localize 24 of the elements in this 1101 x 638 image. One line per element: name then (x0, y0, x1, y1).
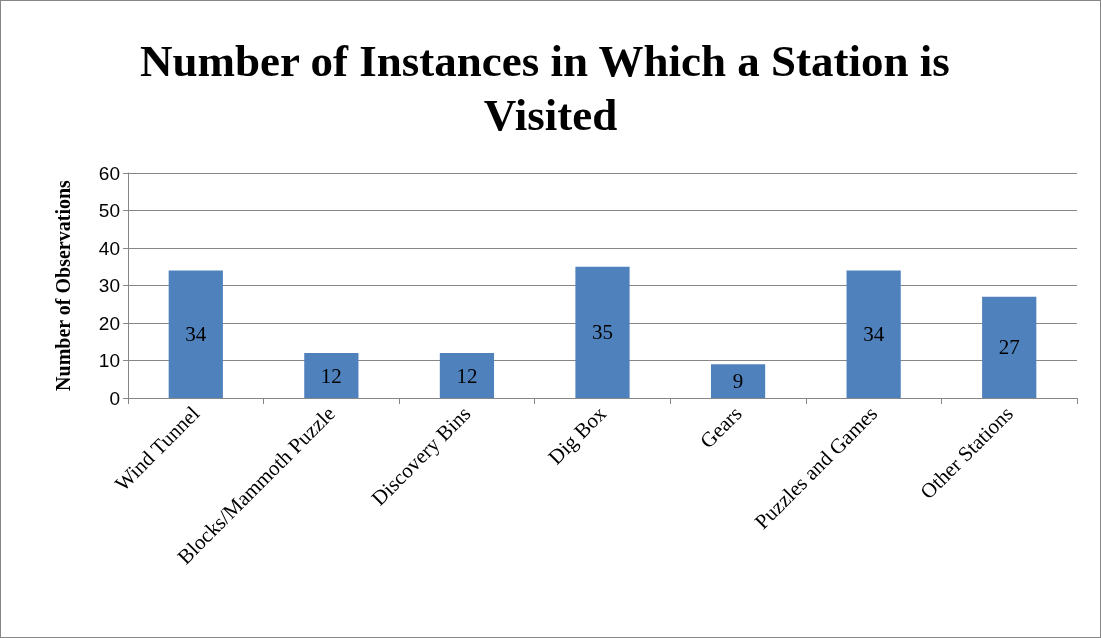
data-label: 12 (320, 363, 342, 388)
y-tick-label: 30 (98, 275, 120, 296)
bar (575, 266, 630, 398)
data-label: 9 (732, 369, 744, 394)
data-label: 34 (863, 322, 885, 347)
data-label: 12 (456, 363, 478, 388)
bar (168, 270, 223, 398)
y-tick-label: 20 (98, 312, 120, 334)
bar (710, 364, 766, 398)
bar (304, 353, 359, 398)
bar (982, 296, 1037, 398)
bar (846, 270, 901, 398)
y-tick-label: 50 (98, 200, 120, 221)
bar (439, 353, 495, 398)
y-tick-label: 0 (109, 387, 120, 409)
data-label: 34 (185, 322, 207, 347)
data-label: 27 (998, 335, 1020, 360)
y-tick-label: 60 (98, 162, 120, 184)
y-axis-title: Number of Observations (52, 179, 74, 391)
chart-title: Number of Instances in Which a Station is Visited (140, 36, 961, 140)
x-tick-label: Dig Box (543, 401, 612, 470)
y-tick-label: 10 (98, 350, 120, 371)
y-tick-label: 40 (98, 237, 120, 259)
data-label: 35 (592, 320, 613, 345)
